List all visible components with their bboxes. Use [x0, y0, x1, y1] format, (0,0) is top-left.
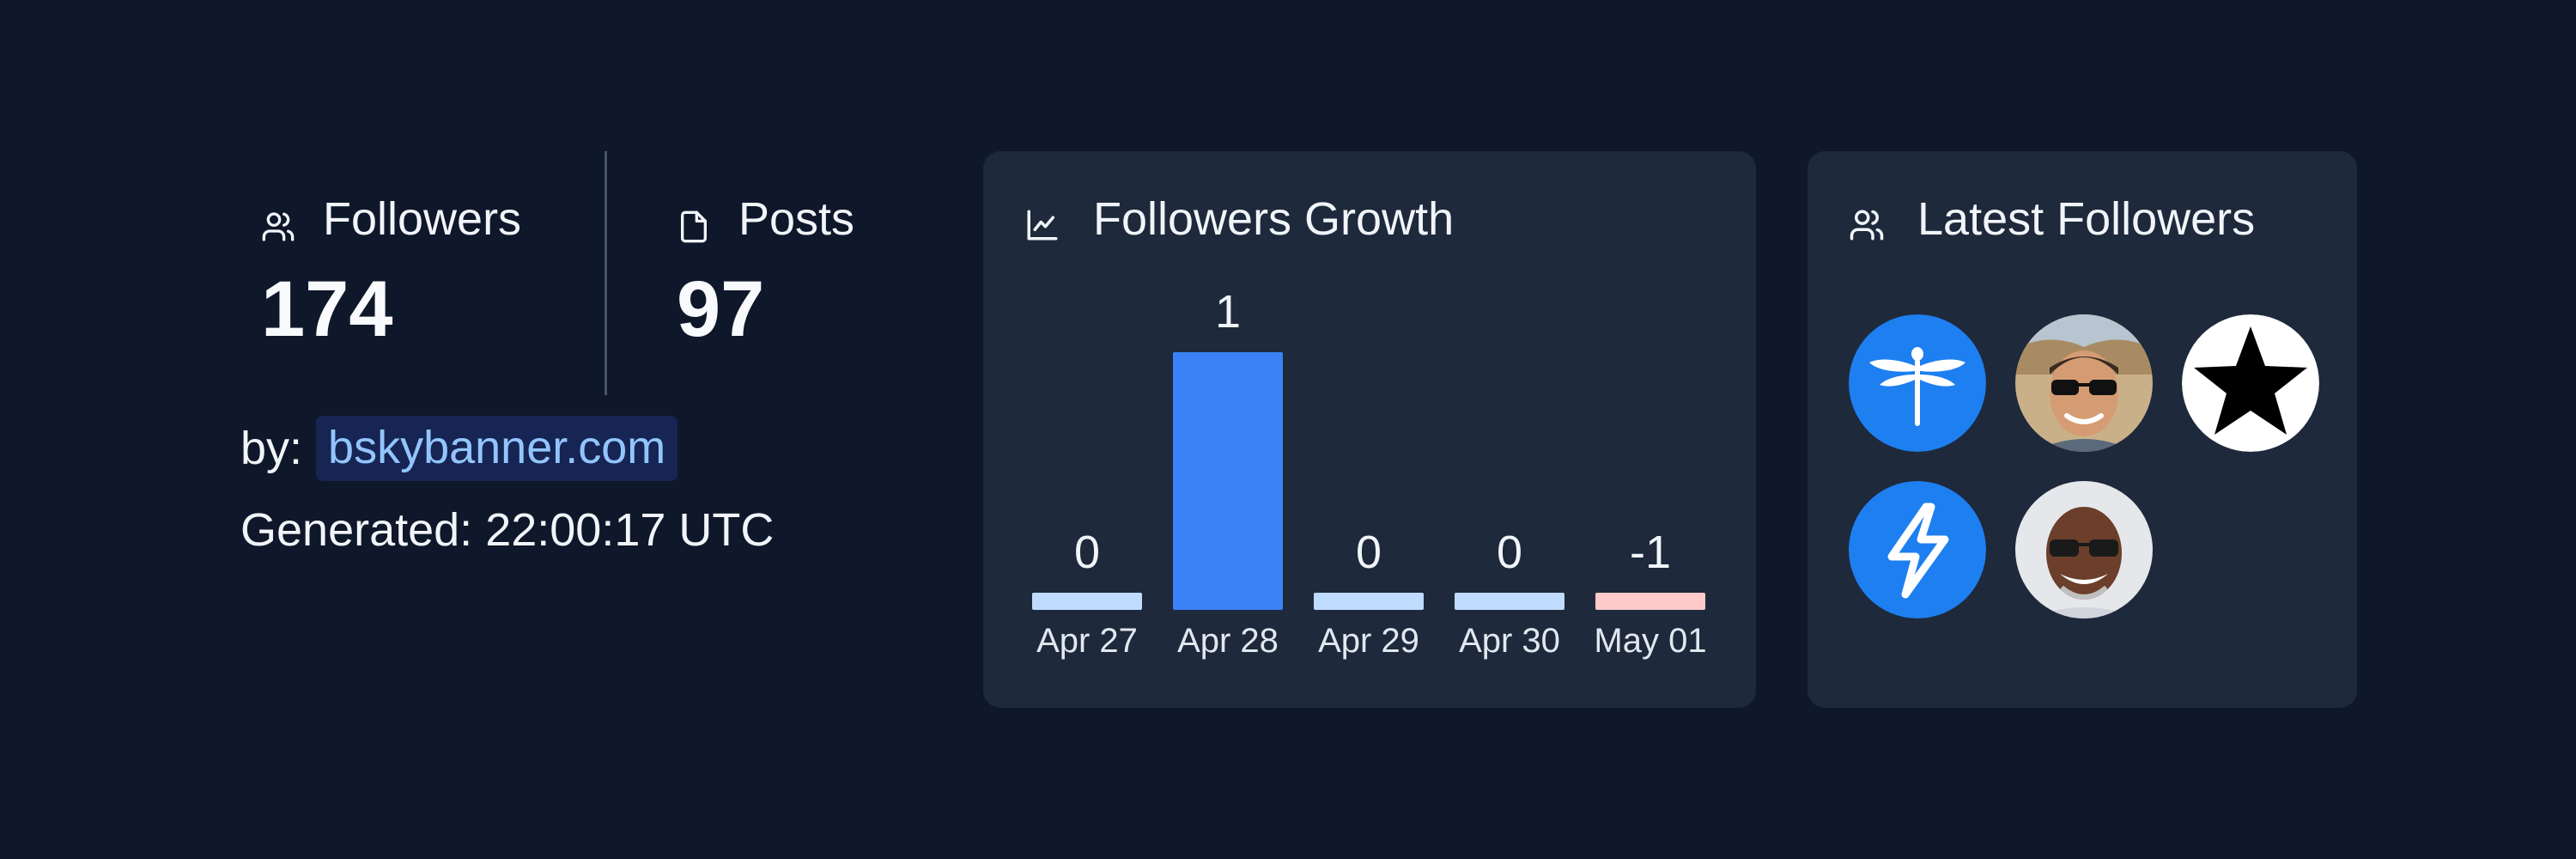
person-avatar [2015, 314, 2153, 452]
x-tick-label-4: Apr 30 [1459, 622, 1560, 660]
bar-2 [1173, 352, 1283, 610]
x-tick-label-3: Apr 29 [1318, 622, 1419, 660]
star-icon [2182, 314, 2319, 452]
stats-panel: Followers 174 Posts 97 by: bskybanner.co… [240, 151, 962, 564]
follower-avatar-1[interactable] [1849, 314, 1986, 452]
file-icon [677, 202, 711, 243]
generated-timestamp: Generated: 22:00:17 UTC [240, 504, 775, 556]
followers-count: 174 [261, 265, 393, 353]
followers-growth-label: Followers Growth [1093, 193, 1455, 245]
x-tick-label-5: May 01 [1594, 622, 1707, 660]
dragonfly-icon [1849, 314, 1986, 452]
bar-5 [1595, 593, 1705, 610]
bar-3 [1314, 593, 1424, 610]
followers-label: Followers [323, 193, 522, 245]
attribution: by: bskybanner.com [240, 416, 678, 481]
bar-value-label-2: 1 [1214, 286, 1242, 338]
users-icon [261, 202, 295, 241]
bar-value-label-1: 0 [1073, 527, 1101, 578]
latest-followers-label: Latest Followers [1917, 193, 2256, 245]
bar-1 [1032, 593, 1142, 610]
bar-value-label-5: -1 [1629, 527, 1671, 578]
followers-growth-title: Followers Growth [1024, 192, 1454, 246]
follower-avatar-5[interactable] [2015, 481, 2153, 618]
lightning-icon [1849, 481, 1986, 618]
latest-followers-card: Latest Followers [1807, 151, 2357, 708]
line-chart-icon [1024, 201, 1060, 241]
person-avatar [2015, 481, 2153, 618]
follower-avatar-3[interactable] [2182, 314, 2319, 452]
x-tick-label-1: Apr 27 [1036, 622, 1138, 660]
users-icon [1849, 201, 1885, 241]
followers-stat: Followers 174 [261, 151, 587, 395]
bar-value-label-4: 0 [1496, 527, 1523, 578]
posts-count: 97 [677, 265, 765, 353]
followers-growth-chart: 0 Apr 27 1 Apr 28 0 Apr 29 0 Apr 30 -1 May 01 [983, 151, 1756, 708]
by-label: by: [240, 423, 303, 474]
followers-growth-card: Followers Growth 0 Apr 27 1 Apr 28 0 Apr 29 0 A… [983, 151, 1756, 708]
latest-followers-title: Latest Followers [1849, 192, 2255, 246]
posts-label: Posts [738, 193, 855, 245]
bskybanner-link[interactable]: bskybanner.com [316, 416, 678, 481]
stat-divider [605, 151, 607, 395]
bar-4 [1455, 593, 1564, 610]
follower-avatar-4[interactable] [1849, 481, 1986, 618]
follower-avatar-2[interactable] [2015, 314, 2153, 452]
bar-value-label-3: 0 [1355, 527, 1382, 578]
x-tick-label-2: Apr 28 [1177, 622, 1279, 660]
posts-stat: Posts 97 [677, 151, 934, 395]
